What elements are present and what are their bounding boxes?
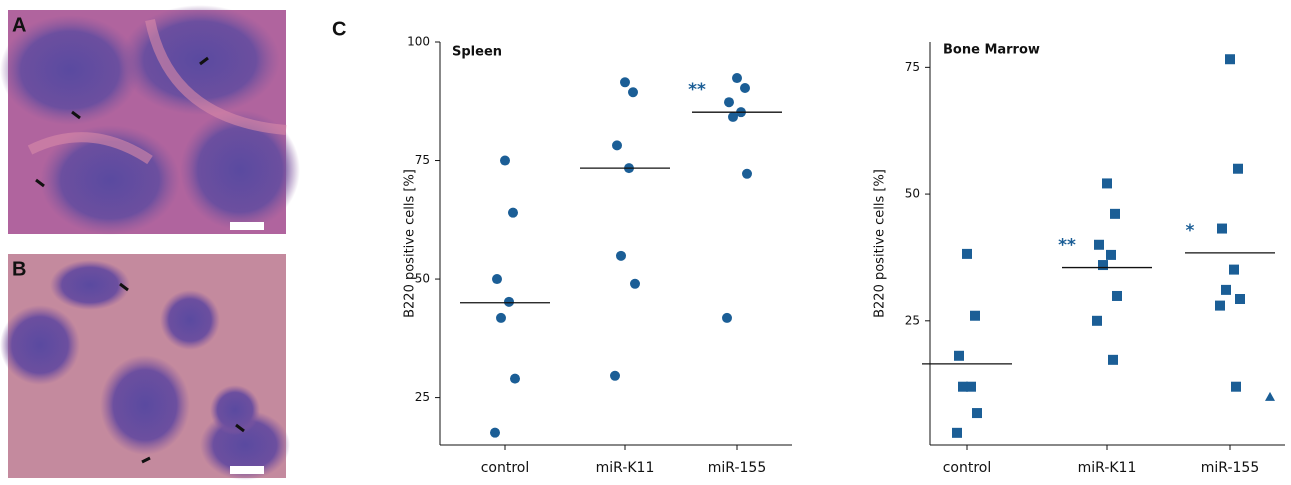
data-point: [1110, 208, 1120, 219]
histology-b: [0, 254, 290, 480]
data-point: [954, 350, 964, 361]
data-point: [616, 250, 626, 261]
data-point: [490, 427, 500, 438]
data-point: [1225, 54, 1235, 65]
data-point: [620, 77, 630, 88]
data-point: [1229, 264, 1239, 275]
data-point: [1221, 284, 1231, 295]
panel-label: C: [332, 18, 346, 40]
data-point: [962, 248, 972, 259]
y-tick-label: 25: [905, 313, 920, 327]
y-tick-label: 25: [415, 390, 430, 404]
x-tick-label: control: [943, 460, 992, 476]
x-tick-label: miR-155: [708, 460, 766, 476]
data-point: [510, 373, 520, 384]
data-point: [492, 274, 502, 285]
y-tick-label: 50: [905, 187, 920, 201]
panel-label: B: [12, 258, 26, 280]
data-point: [610, 370, 620, 381]
data-point: [612, 140, 622, 151]
y-axis-label: B220 positive cells [%]: [403, 169, 418, 318]
significance: *: [1186, 221, 1195, 241]
panel-label: A: [12, 14, 26, 36]
data-point: [1112, 290, 1122, 301]
data-point: [1108, 354, 1118, 365]
data-point: [1102, 178, 1112, 189]
data-point: [628, 87, 638, 98]
y-axis-label: B220 positive cells [%]: [873, 169, 888, 318]
data-point: [630, 278, 640, 289]
data-point: [732, 73, 742, 84]
data-point: [1231, 381, 1241, 392]
data-point: [966, 381, 976, 392]
data-point: [500, 155, 510, 166]
data-point: [1098, 260, 1108, 271]
data-point: [1215, 300, 1225, 311]
data-point: [722, 312, 732, 323]
data-point: [742, 168, 752, 179]
significance: **: [1058, 236, 1076, 256]
x-tick-label: control: [481, 460, 530, 476]
data-point: [972, 408, 982, 419]
histology-a: [0, 5, 300, 235]
chart-title: Bone Marrow: [943, 43, 1040, 58]
chart-title: Spleen: [452, 45, 502, 60]
data-point: [952, 427, 962, 438]
data-point: [970, 310, 980, 321]
x-tick-label: miR-155: [1201, 460, 1259, 476]
y-tick-label: 75: [415, 153, 430, 167]
data-point: [1265, 391, 1275, 401]
data-point: [1094, 239, 1104, 250]
data-point: [1106, 249, 1116, 260]
y-tick-label: 75: [905, 60, 920, 74]
data-point: [1217, 223, 1227, 234]
data-point: [1233, 163, 1243, 174]
data-point: [740, 82, 750, 93]
data-point: [508, 207, 518, 218]
data-point: [1092, 315, 1102, 326]
data-point: [958, 381, 968, 392]
data-point: [724, 97, 734, 108]
x-tick-label: miR-K11: [1078, 460, 1137, 476]
data-point: [504, 296, 514, 307]
data-point: [728, 111, 738, 122]
significance: **: [688, 80, 706, 100]
x-tick-label: miR-K11: [596, 460, 655, 476]
data-point: [1235, 294, 1245, 305]
y-tick-label: 100: [407, 35, 430, 49]
y-tick-label: 50: [415, 272, 430, 286]
data-point: [496, 312, 506, 323]
